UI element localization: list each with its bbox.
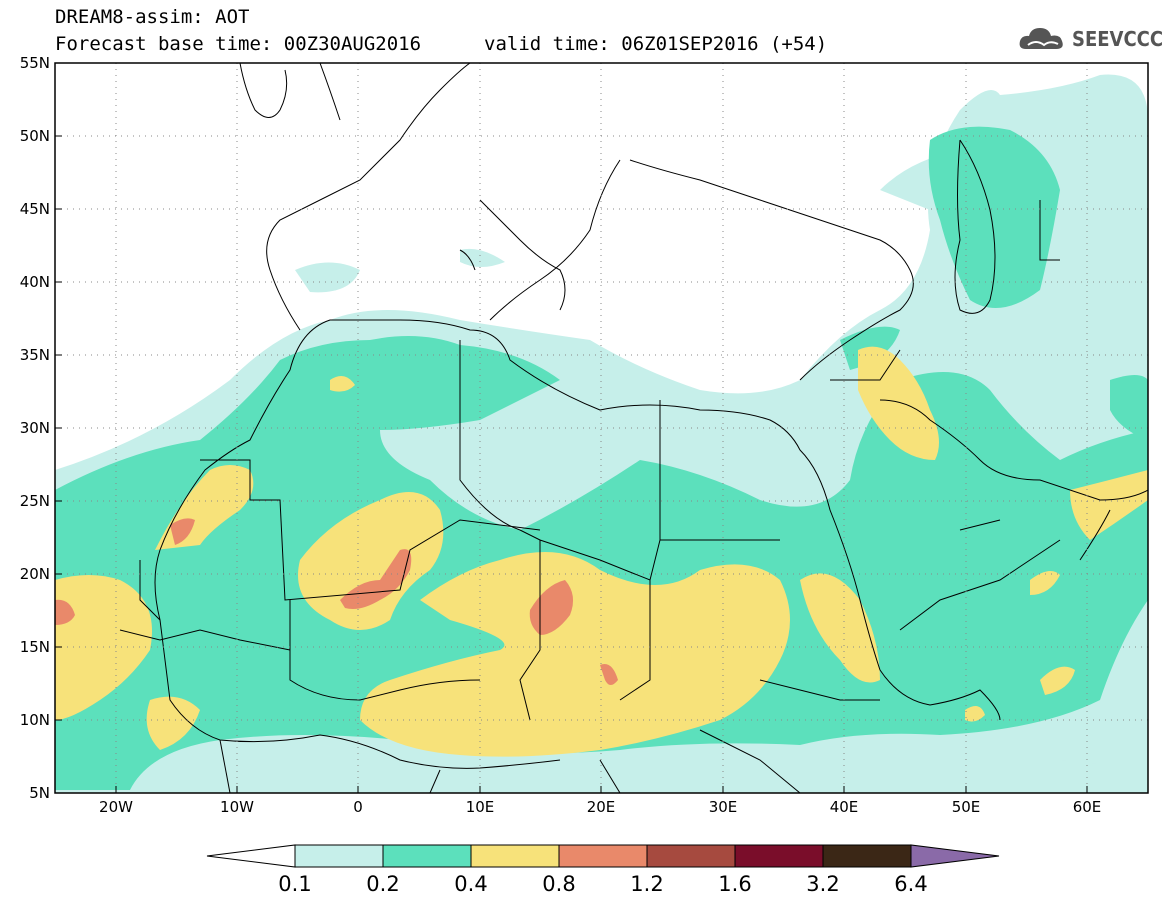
lon-label: 60E (1073, 798, 1102, 816)
grid-lines (55, 63, 1148, 793)
base-time-label: Forecast base time: 00Z30AUG2016 (55, 33, 422, 55)
chart-title: DREAM8-assim: AOT (55, 6, 250, 28)
lat-labels: 55N 50N 45N 40N 35N 30N 25N 20N 15N 10N … (20, 54, 50, 802)
lat-label: 45N (20, 200, 50, 218)
colorbar-label: 1.6 (718, 872, 751, 896)
lat-label: 35N (20, 346, 50, 364)
lat-label: 30N (20, 419, 50, 437)
colorbar: 0.1 0.2 0.4 0.8 1.2 1.6 3.2 6.4 (206, 844, 1000, 896)
lon-label: 0 (353, 798, 363, 816)
colorbar-swatch (294, 844, 384, 868)
colorbar-left-arrow (206, 844, 296, 868)
lat-label: 5N (29, 784, 50, 802)
colorbar-swatch (822, 844, 912, 868)
lon-label: 10E (466, 798, 495, 816)
colorbar-swatch (734, 844, 824, 868)
lat-label: 20N (20, 565, 50, 583)
lat-label: 55N (20, 54, 50, 72)
colorbar-label: 0.8 (542, 872, 575, 896)
lon-label: 30E (709, 798, 738, 816)
colorbar-label: 6.4 (894, 872, 927, 896)
colorbar-swatch (558, 844, 648, 868)
valid-time-label: valid time: 06Z01SEP2016 (+54) (484, 33, 828, 55)
coastlines (119, 63, 1148, 793)
colorbar-label: 0.4 (454, 872, 487, 896)
colorbar-label: 0.2 (366, 872, 399, 896)
lon-label: 20W (99, 798, 133, 816)
lat-label: 25N (20, 492, 50, 510)
colorbar-right-arrow (910, 844, 1000, 868)
colorbar-swatch (470, 844, 560, 868)
lat-label: 15N (20, 638, 50, 656)
lon-label: 10W (220, 798, 254, 816)
colorbar-swatch (646, 844, 736, 868)
lon-label: 40E (830, 798, 859, 816)
logo-text: SEEVCCC (1072, 27, 1164, 51)
lat-label: 50N (20, 127, 50, 145)
lat-label: 10N (20, 711, 50, 729)
colorbar-swatch (382, 844, 472, 868)
lon-label: 50E (952, 798, 981, 816)
aot-field (55, 63, 1148, 793)
colorbar-label: 0.1 (278, 872, 311, 896)
lon-label: 20E (587, 798, 616, 816)
colorbar-label: 1.2 (630, 872, 663, 896)
cloud-icon (1019, 28, 1063, 49)
axis-ticks (55, 62, 1088, 793)
colorbar-label: 3.2 (806, 872, 839, 896)
lon-labels: 20W 10W 0 10E 20E 30E 40E 50E 60E (99, 798, 1101, 816)
lat-label: 40N (20, 273, 50, 291)
seevccc-logo: SEEVCCC (1018, 24, 1163, 54)
